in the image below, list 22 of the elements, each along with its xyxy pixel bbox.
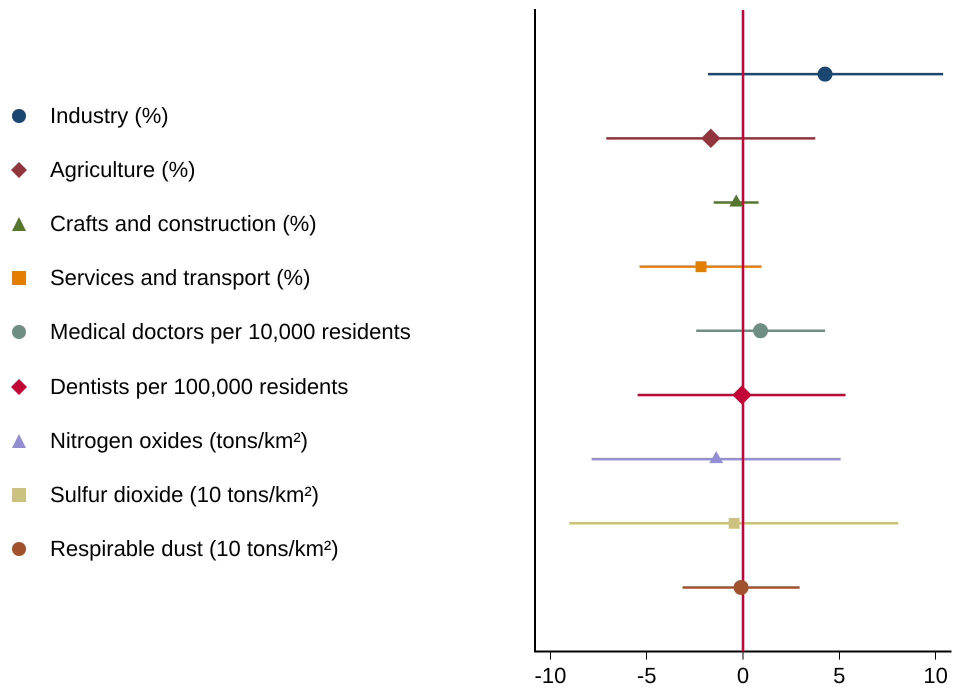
legend-label: Industry (%) (50, 103, 169, 130)
legend-label: Services and transport (%) (50, 265, 310, 292)
x-tick-label: 10 (923, 662, 948, 688)
point (696, 261, 706, 272)
point (728, 518, 740, 529)
point (732, 385, 752, 404)
x-tick-label: -5 (636, 662, 656, 688)
legend-label: Sulfur dioxide (10 tons/km²) (50, 482, 319, 508)
point (753, 323, 768, 338)
legend-label: Respirable dust (10 tons/km²) (50, 536, 339, 562)
x-tick-label: 0 (736, 662, 750, 688)
x-tick-label: -10 (534, 662, 566, 688)
point (710, 452, 723, 464)
legend-label: Crafts and construction (%) (50, 211, 317, 238)
legend-label: Nitrogen oxides (tons/km²) (50, 428, 308, 454)
point (734, 580, 749, 595)
point (701, 128, 720, 148)
legend-label: Agriculture (%) (50, 157, 196, 184)
x-tick-label: 5 (833, 662, 846, 688)
legend-label: Medical doctors per 10,000 residents (50, 319, 411, 346)
point (818, 66, 833, 82)
legend-label: Dentists per 100,000 residents (50, 374, 348, 400)
